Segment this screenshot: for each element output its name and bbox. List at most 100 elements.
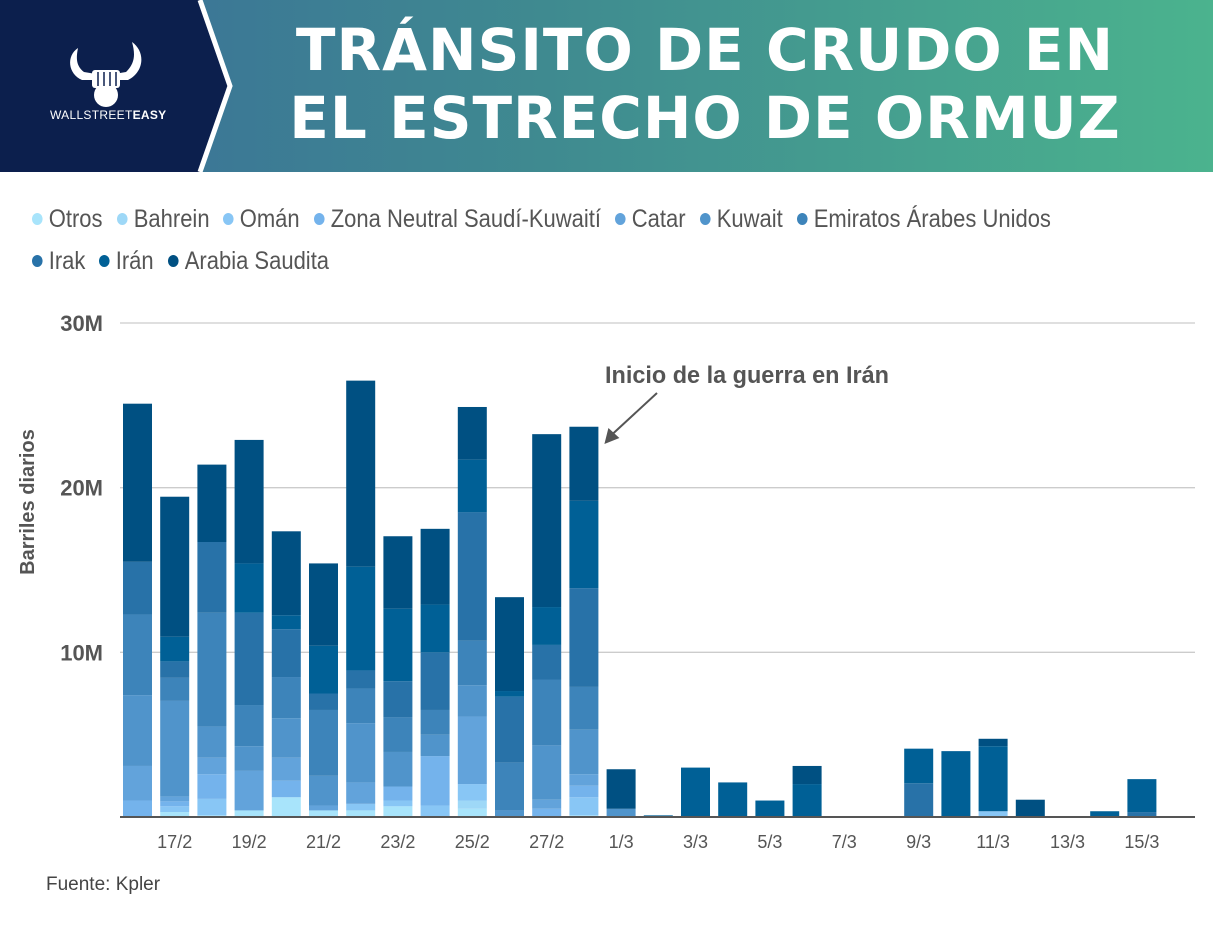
legend-item[interactable]: Emiratos Árabes Unidos [796, 198, 1051, 240]
bar-segment[interactable] [197, 726, 227, 758]
bar-segment[interactable] [271, 797, 301, 817]
bar-segment[interactable] [1015, 799, 1045, 817]
bar-segment[interactable] [383, 800, 413, 807]
bar-segment[interactable] [978, 811, 1008, 817]
bar-segment[interactable] [606, 769, 636, 809]
bar-segment[interactable] [234, 810, 264, 817]
bar-segment[interactable] [160, 496, 190, 637]
bar-segment[interactable] [309, 810, 338, 817]
bar-segment[interactable] [495, 810, 524, 817]
bar-segment[interactable] [383, 681, 413, 718]
bar-segment[interactable] [309, 709, 338, 776]
bar-segment[interactable] [197, 757, 227, 775]
bar-segment[interactable] [123, 561, 152, 615]
bar-segment[interactable] [420, 652, 450, 710]
bar-segment[interactable] [420, 756, 450, 806]
bar-segment[interactable] [495, 762, 524, 811]
bar-segment[interactable] [532, 607, 562, 645]
bar-segment[interactable] [718, 782, 748, 817]
bar-segment[interactable] [457, 716, 487, 785]
bar-segment[interactable] [569, 500, 599, 589]
bar-segment[interactable] [755, 800, 785, 817]
bar-segment[interactable] [569, 729, 599, 775]
bar-segment[interactable] [569, 588, 599, 687]
bar-segment[interactable] [309, 645, 338, 694]
bar-segment[interactable] [160, 661, 190, 678]
bar-segment[interactable] [123, 765, 152, 801]
bar-segment[interactable] [346, 810, 376, 817]
bar-segment[interactable] [271, 757, 301, 781]
bar-segment[interactable] [346, 723, 376, 783]
legend-item[interactable]: Arabia Saudita [167, 240, 329, 282]
legend-item[interactable]: Zona Neutral Saudí-Kuwaití [314, 198, 601, 240]
bar-segment[interactable] [457, 685, 487, 717]
bar-segment[interactable] [271, 780, 301, 798]
bar-segment[interactable] [346, 566, 376, 671]
bar-segment[interactable] [346, 380, 376, 567]
bar-segment[interactable] [792, 784, 822, 817]
bar-segment[interactable] [420, 528, 450, 605]
bar-segment[interactable] [197, 798, 227, 816]
bar-segment[interactable] [457, 640, 487, 686]
bar-segment[interactable] [234, 770, 264, 811]
bar-segment[interactable] [197, 612, 227, 727]
bar-segment[interactable] [569, 774, 599, 786]
bar-segment[interactable] [123, 403, 152, 562]
bar-segment[interactable] [569, 686, 599, 730]
bar-segment[interactable] [234, 705, 264, 747]
bar-segment[interactable] [160, 636, 190, 662]
bar-segment[interactable] [123, 800, 152, 817]
bar-segment[interactable] [197, 542, 227, 613]
bar-segment[interactable] [420, 734, 450, 757]
bar-segment[interactable] [569, 797, 599, 816]
bar-segment[interactable] [904, 748, 934, 784]
bar-segment[interactable] [420, 604, 450, 653]
bar-segment[interactable] [681, 767, 710, 817]
bar-segment[interactable] [420, 805, 450, 817]
bar-segment[interactable] [160, 677, 190, 701]
bar-segment[interactable] [309, 805, 338, 811]
bar-segment[interactable] [457, 459, 487, 513]
bar-segment[interactable] [123, 614, 152, 696]
bar-segment[interactable] [941, 751, 971, 817]
bar-segment[interactable] [346, 688, 376, 724]
bar-segment[interactable] [160, 801, 190, 807]
bar-segment[interactable] [420, 709, 450, 735]
legend-item[interactable]: Kuwait [699, 198, 783, 240]
legend-item[interactable]: Bahrein [116, 198, 209, 240]
bar-segment[interactable] [234, 563, 264, 613]
bar-segment[interactable] [234, 746, 264, 771]
legend-item[interactable]: Irán [99, 240, 154, 282]
bar-segment[interactable] [160, 700, 190, 797]
bar-segment[interactable] [197, 464, 227, 543]
bar-segment[interactable] [495, 691, 524, 697]
bar-segment[interactable] [904, 783, 934, 817]
bar-segment[interactable] [160, 806, 190, 813]
bar-segment[interactable] [234, 612, 264, 706]
bar-segment[interactable] [569, 426, 599, 501]
bar-segment[interactable] [383, 806, 413, 817]
bar-segment[interactable] [495, 696, 524, 763]
legend-item[interactable]: Omán [223, 198, 300, 240]
bar-segment[interactable] [532, 679, 562, 746]
bar-segment[interactable] [532, 644, 562, 680]
bar-segment[interactable] [457, 808, 487, 817]
bar-segment[interactable] [271, 677, 301, 719]
bar-segment[interactable] [160, 796, 190, 802]
bar-segment[interactable] [271, 615, 301, 630]
bar-segment[interactable] [383, 717, 413, 752]
bar-segment[interactable] [123, 695, 152, 766]
bar-segment[interactable] [271, 531, 301, 616]
bar-segment[interactable] [309, 563, 338, 646]
bar-segment[interactable] [309, 775, 338, 806]
bar-segment[interactable] [532, 745, 562, 800]
bar-segment[interactable] [457, 784, 487, 801]
bar-segment[interactable] [532, 434, 562, 608]
bar-segment[interactable] [978, 746, 1008, 812]
bar-segment[interactable] [346, 803, 376, 811]
bar-segment[interactable] [383, 786, 413, 801]
bar-segment[interactable] [197, 774, 227, 799]
bar-segment[interactable] [532, 808, 562, 817]
bar-segment[interactable] [309, 693, 338, 710]
bar-segment[interactable] [792, 765, 822, 785]
